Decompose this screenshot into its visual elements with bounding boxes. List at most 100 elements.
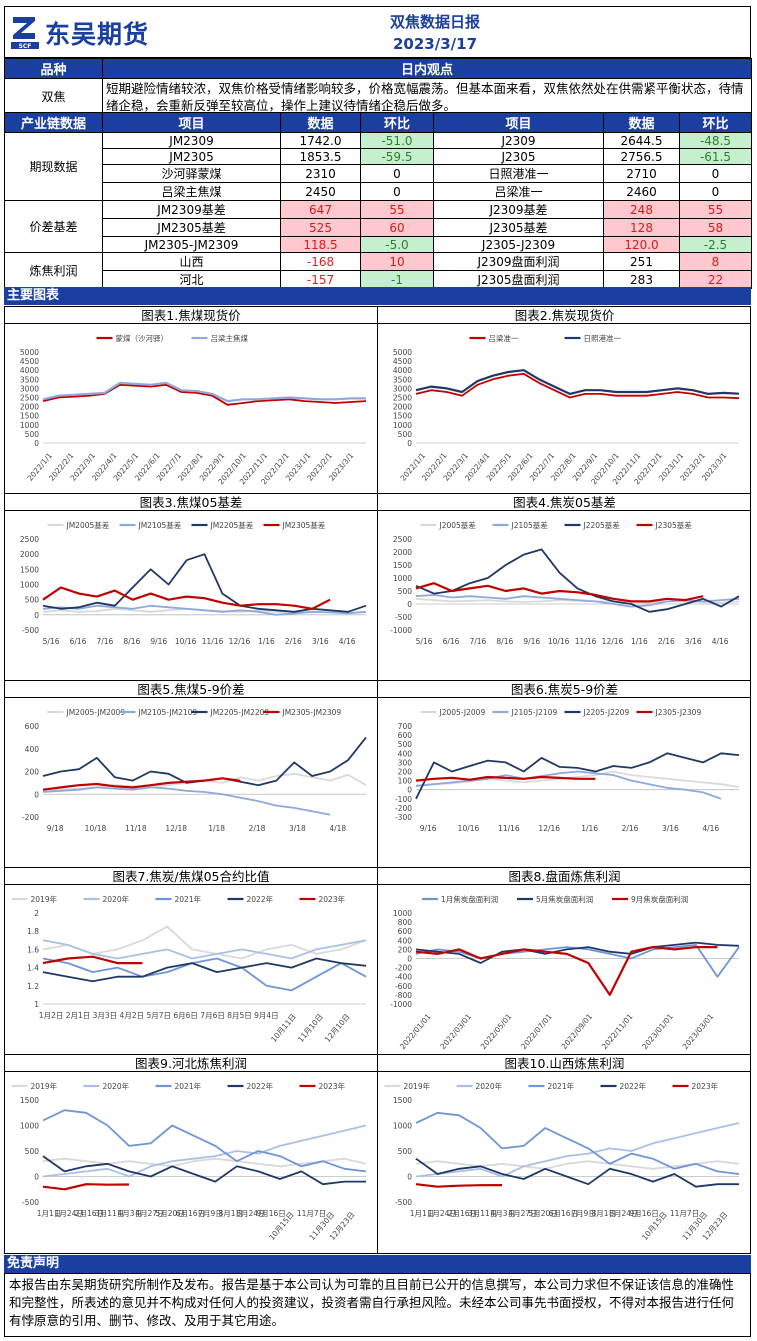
table-cell: 128 [603, 218, 680, 237]
chart-title: 图表8.盘面炼焦利润 [378, 868, 751, 885]
series-line [42, 957, 367, 992]
legend-item: 2020年 [456, 1081, 503, 1091]
x-tick-label: 11月7日 [670, 1209, 699, 1218]
y-tick-label: 500 [25, 430, 40, 439]
group-label: 价差基差 [4, 200, 103, 253]
legend-item: 吕梁主焦煤 [191, 333, 248, 343]
y-tick-label: 3000 [393, 384, 412, 393]
x-tick-label: 7月6日 [200, 1011, 225, 1020]
x-tick-label: 12/16 [538, 824, 560, 833]
table-cell: 60 [360, 218, 434, 237]
y-tick-label: 400 [25, 745, 40, 754]
x-tick-label: 2022/01/01 [398, 1012, 433, 1051]
svg-text:2023年: 2023年 [692, 1081, 719, 1091]
x-tick-label: 1月2日 [39, 1011, 64, 1020]
y-tick-label: 300 [398, 758, 413, 767]
y-tick-label: -200 [395, 804, 412, 813]
table-cell: 8 [679, 252, 752, 271]
table-row: 河北 -157 -1 J2305盘面利润 283 22 [5, 270, 752, 289]
x-tick-label: 1/16 [581, 824, 598, 833]
x-tick-label: 4/16 [702, 824, 719, 833]
group-label: 期现数据 [4, 132, 103, 201]
table-cell: 1742.0 [280, 132, 361, 149]
x-tick-label: 2023/01/01 [640, 1012, 675, 1051]
y-tick-label: 2000 [393, 403, 412, 412]
y-tick-label: 200 [398, 768, 413, 777]
table-cell: 58 [679, 218, 752, 237]
table-cell: 0 [679, 182, 752, 201]
x-tick-label: 6/16 [70, 637, 87, 646]
svg-text:JM2005基差: JM2005基差 [66, 520, 110, 530]
legend-item: 2020年 [83, 1081, 130, 1091]
x-tick-label: 9/16 [150, 637, 167, 646]
chart-svg: JM2005基差 JM2105基差 JM2205基差 JM2305基差 -500 0 500… [20, 520, 367, 646]
y-tick-label: 2500 [393, 394, 412, 403]
y-tick-label: -500 [22, 626, 39, 635]
svg-text:J2205基差: J2205基差 [583, 520, 621, 530]
y-tick-label: 1000 [393, 1122, 412, 1131]
legend-item: 1月焦炭盘面利润 [422, 894, 498, 904]
svg-text:2020年: 2020年 [103, 1081, 130, 1091]
svg-text:JM2005-JM2009: JM2005-JM2009 [66, 708, 126, 717]
x-tick-label: 11/16 [202, 637, 224, 646]
legend-item: JM2305基差 [263, 520, 326, 530]
svg-text:蒙煤（沙河驿）: 蒙煤（沙河驿） [116, 333, 169, 343]
table-cell: 河北 [102, 270, 281, 289]
x-tick-label: 4月3日 [491, 1209, 516, 1218]
table-cell: J2309基差 [433, 200, 604, 219]
table-cell: -2.5 [679, 236, 752, 253]
y-tick-label: 3500 [20, 375, 39, 384]
legend-item: JM2005基差 [47, 520, 110, 530]
legend-item: JM2205-JM2209 [191, 708, 269, 717]
y-tick-label: 4000 [393, 366, 412, 375]
chart-panel: 图表4.焦炭05基差 J2005基差 J2105基差 J2205基差 J2305基差 -1… [378, 494, 751, 681]
table-cell: JM2309 [102, 132, 281, 149]
series-line [42, 955, 143, 965]
svg-text:JM2305-JM2309: JM2305-JM2309 [282, 708, 342, 717]
x-tick-label: 2月16日 [448, 1209, 477, 1218]
y-tick-label: 500 [398, 1147, 413, 1156]
table-cell: 10 [360, 252, 434, 271]
table-cell: -48.5 [679, 132, 752, 149]
x-tick-label: 11月10日 [296, 1012, 325, 1044]
table-row: 价差基差 JM2309基差 647 55 J2309基差 248 55 [4, 200, 752, 253]
x-tick-label: 10/18 [85, 824, 107, 833]
legend-item: 2022年 [227, 1081, 274, 1091]
data-table: 产业链数据 项目 数据 环比 项目 数据 环比 期现数据 JM2309 1742.0 -51.0 J2… [4, 112, 752, 289]
x-tick-label: 3月11日 [468, 1209, 497, 1218]
table-cell: JM2305-JM2309 [102, 236, 281, 253]
svg-text:J2305基差: J2305基差 [655, 520, 693, 530]
y-tick-label: 700 [398, 722, 413, 731]
y-tick-label: 2500 [20, 394, 39, 403]
series-line [415, 372, 740, 400]
x-tick-label: 11月7日 [297, 1209, 326, 1218]
chart-title: 图表2.焦炭现货价 [378, 307, 751, 324]
y-tick-label: 0 [407, 786, 412, 795]
series-line [42, 777, 241, 791]
table-cell: 647 [280, 200, 361, 219]
charts-section-title: 主要图表 [4, 287, 751, 305]
x-tick-label: 1/16 [631, 637, 648, 646]
y-tick-label: -200 [22, 813, 39, 822]
x-tick-label: 4月3日 [118, 1209, 143, 1218]
y-tick-label: 1.6 [27, 945, 39, 954]
table-header-cell: 环比 [679, 112, 752, 133]
svg-text:2021年: 2021年 [175, 894, 202, 904]
y-tick-label: -500 [22, 1198, 39, 1207]
x-tick-label: 8/16 [496, 637, 513, 646]
table-cell: J2305 [433, 148, 604, 165]
svg-text:JM2105-JM2109: JM2105-JM2109 [138, 708, 198, 717]
table-cell: 55 [679, 200, 752, 219]
chart-panel: 图表3.焦煤05基差 JM2005基差 JM2105基差 JM2205基差 JM2305… [5, 494, 378, 681]
legend-item: 2021年 [155, 894, 202, 904]
x-tick-label: 4月27日 [135, 1209, 164, 1218]
y-tick-label: 1000 [20, 581, 39, 590]
table-header-cell: 项目 [433, 112, 604, 133]
view-product: 双焦 [4, 78, 103, 115]
x-tick-label: 3/18 [289, 824, 306, 833]
table-header-cell: 产业链数据 [4, 112, 103, 133]
y-tick-label: 1.2 [27, 982, 39, 991]
x-tick-label: 6月6日 [173, 1011, 198, 1020]
table-cell: -1 [360, 270, 434, 289]
